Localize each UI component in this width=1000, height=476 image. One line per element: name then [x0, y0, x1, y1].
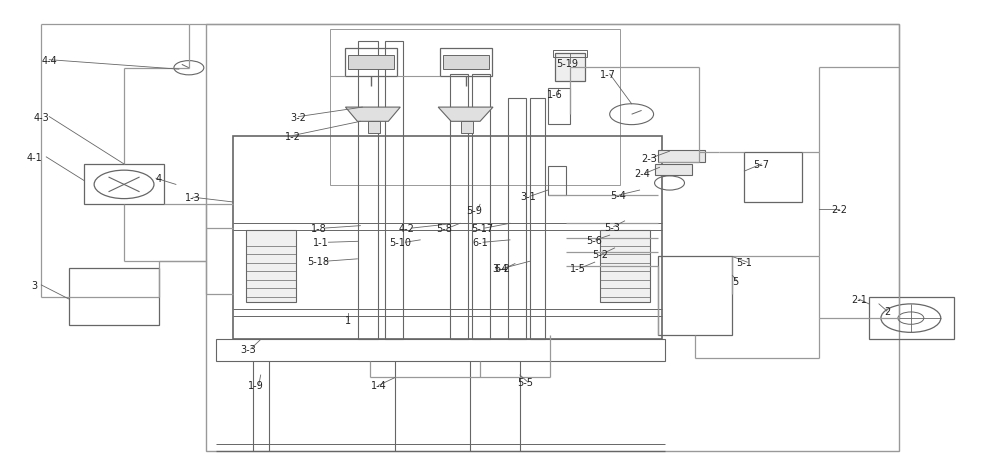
Bar [553, 51, 587, 58]
Polygon shape [438, 108, 493, 122]
Text: 1-1: 1-1 [313, 238, 328, 248]
Bar [655, 165, 692, 176]
Bar [530, 99, 545, 340]
Text: 5-7: 5-7 [753, 159, 769, 169]
Text: 5-19: 5-19 [556, 60, 578, 69]
Bar [348, 56, 394, 70]
Bar [206, 25, 899, 451]
Text: 5-3: 5-3 [604, 222, 620, 232]
Text: 3-4: 3-4 [492, 264, 508, 274]
Text: 1-7: 1-7 [600, 70, 616, 79]
Bar [450, 75, 468, 340]
Bar [443, 56, 489, 70]
Bar [246, 231, 296, 302]
Text: 4: 4 [156, 174, 162, 184]
Text: 1-4: 1-4 [370, 381, 386, 391]
Text: 1-2: 1-2 [285, 131, 301, 141]
Bar [358, 41, 378, 340]
Bar [472, 75, 490, 340]
Text: 4-4: 4-4 [41, 56, 57, 66]
Polygon shape [345, 108, 400, 122]
Text: 5-1: 5-1 [736, 258, 752, 268]
Bar [548, 167, 566, 196]
Text: 3-1: 3-1 [520, 192, 536, 202]
Text: 5-10: 5-10 [389, 238, 411, 248]
Text: 5-2: 5-2 [592, 249, 608, 259]
Text: 1-3: 1-3 [185, 193, 201, 203]
Text: 2-4: 2-4 [635, 169, 651, 179]
Bar [440, 49, 492, 77]
Bar [658, 257, 732, 335]
Bar [548, 89, 570, 124]
Text: 1-6: 1-6 [547, 90, 563, 100]
Bar [600, 231, 650, 302]
Text: 3-2: 3-2 [291, 112, 306, 122]
Bar [84, 165, 164, 205]
Text: 2: 2 [884, 307, 890, 317]
Text: 5-4: 5-4 [610, 190, 626, 200]
Bar [385, 41, 403, 340]
Bar [869, 297, 954, 340]
Bar [345, 49, 397, 77]
Text: 5-9: 5-9 [466, 206, 482, 216]
Text: 3-3: 3-3 [240, 344, 256, 354]
Text: 1-8: 1-8 [311, 224, 326, 234]
Text: 4-1: 4-1 [26, 153, 42, 162]
Bar [744, 153, 802, 202]
Bar [555, 53, 585, 82]
Text: 2-3: 2-3 [642, 153, 658, 163]
Bar [461, 122, 473, 134]
Bar [368, 122, 380, 134]
Text: 6-2: 6-2 [494, 264, 510, 274]
Text: 6-1: 6-1 [472, 238, 488, 248]
Text: 4-3: 4-3 [33, 112, 49, 122]
Text: 5-6: 5-6 [586, 235, 602, 245]
Text: 2-2: 2-2 [831, 205, 847, 215]
Bar [508, 99, 526, 340]
Text: 4-2: 4-2 [398, 224, 414, 234]
Text: 5: 5 [732, 277, 738, 287]
Text: 1-5: 1-5 [570, 264, 586, 274]
Text: 1: 1 [345, 316, 351, 326]
Text: 5-17: 5-17 [471, 224, 493, 234]
Text: 1-9: 1-9 [248, 381, 264, 391]
Text: 5-5: 5-5 [517, 377, 533, 387]
Text: 5-8: 5-8 [436, 224, 452, 234]
Bar [69, 269, 159, 326]
Text: 2-1: 2-1 [851, 295, 867, 305]
Bar [330, 30, 620, 186]
Text: 5-18: 5-18 [308, 257, 330, 267]
Bar [658, 150, 705, 162]
Bar [233, 136, 662, 340]
Text: 3: 3 [31, 280, 37, 290]
Bar [216, 340, 665, 361]
